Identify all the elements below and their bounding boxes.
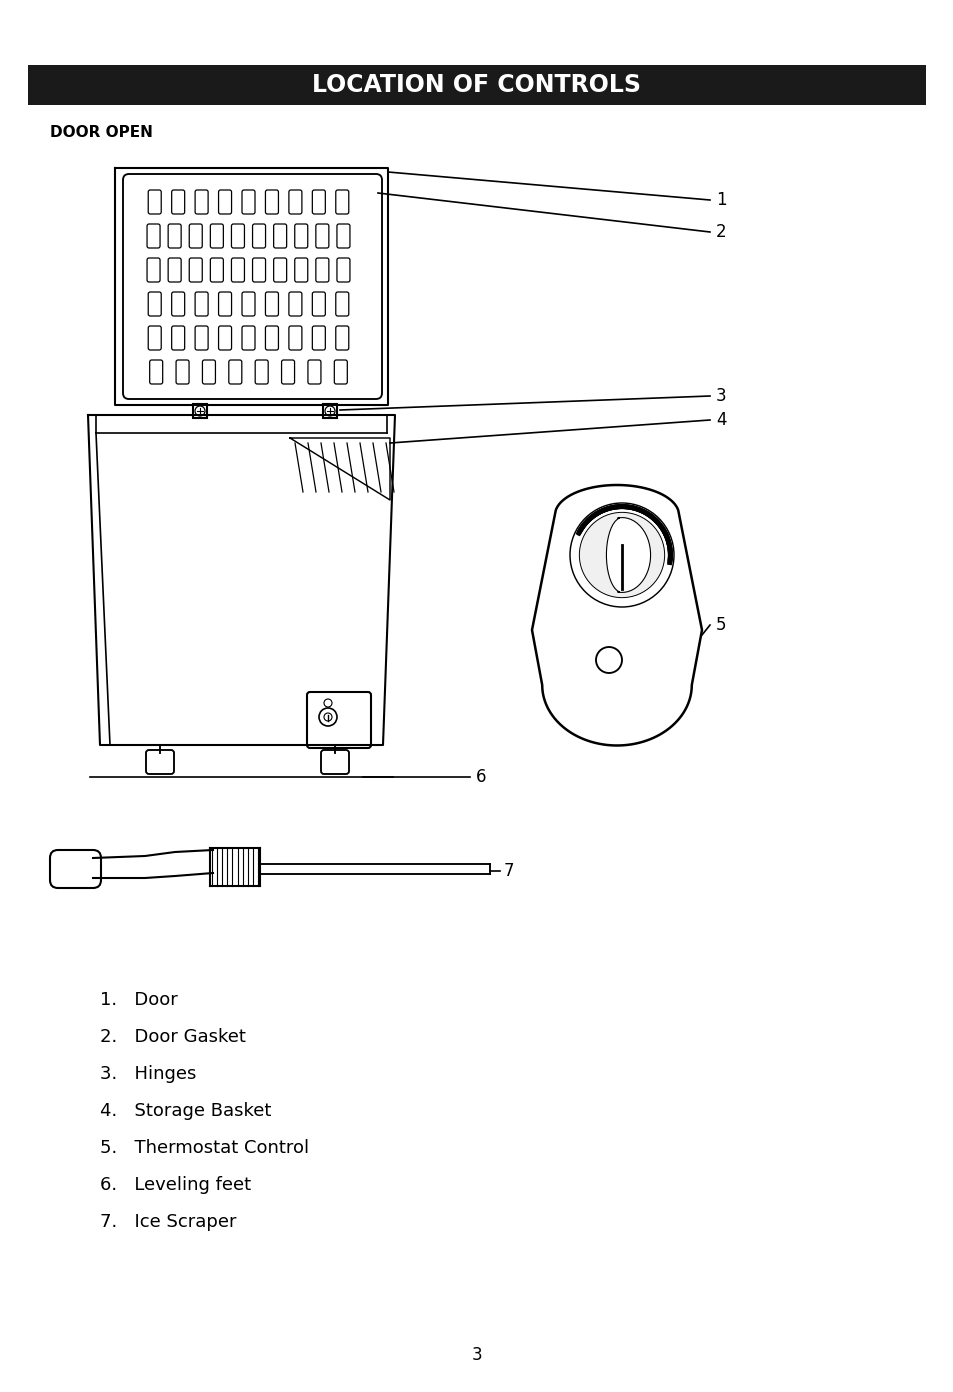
Circle shape xyxy=(325,406,335,416)
Text: 5.   Thermostat Control: 5. Thermostat Control xyxy=(100,1139,309,1157)
Text: 2: 2 xyxy=(716,223,726,241)
Bar xyxy=(28,65,925,104)
Text: 6.   Leveling feet: 6. Leveling feet xyxy=(100,1176,251,1194)
Bar xyxy=(193,404,207,418)
FancyBboxPatch shape xyxy=(146,750,173,774)
Text: LOCATION OF CONTROLS: LOCATION OF CONTROLS xyxy=(313,72,640,97)
Text: 3: 3 xyxy=(716,387,726,405)
Polygon shape xyxy=(532,484,701,746)
Text: 4.   Storage Basket: 4. Storage Basket xyxy=(100,1102,271,1121)
Text: 7.   Ice Scraper: 7. Ice Scraper xyxy=(100,1212,236,1231)
FancyBboxPatch shape xyxy=(307,692,371,748)
Text: 5: 5 xyxy=(716,617,726,633)
FancyBboxPatch shape xyxy=(320,750,349,774)
Text: DOOR OPEN: DOOR OPEN xyxy=(50,125,152,141)
Circle shape xyxy=(324,699,332,707)
Text: 3: 3 xyxy=(471,1346,482,1364)
Text: 6: 6 xyxy=(476,768,486,786)
Circle shape xyxy=(318,709,336,727)
Text: 3.   Hinges: 3. Hinges xyxy=(100,1065,196,1083)
Text: 7: 7 xyxy=(503,862,514,880)
Bar xyxy=(323,404,336,418)
Text: 2.   Door Gasket: 2. Door Gasket xyxy=(100,1029,246,1045)
Circle shape xyxy=(194,406,205,416)
Circle shape xyxy=(324,713,332,721)
Polygon shape xyxy=(606,518,650,593)
Circle shape xyxy=(596,647,621,672)
FancyBboxPatch shape xyxy=(50,851,101,888)
Text: 1.   Door: 1. Door xyxy=(100,991,177,1009)
Text: 1: 1 xyxy=(716,191,726,209)
Text: 4: 4 xyxy=(716,411,726,429)
Circle shape xyxy=(578,512,664,597)
